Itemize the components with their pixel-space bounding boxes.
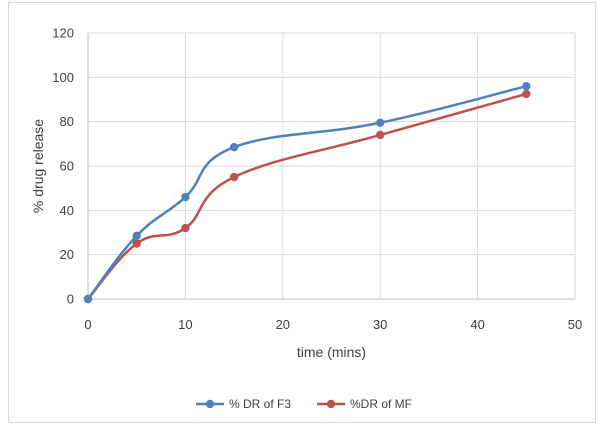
legend-item-mf: %DR of MF xyxy=(317,397,412,411)
data-point-f3 xyxy=(376,118,385,127)
series-line-mf xyxy=(86,92,528,301)
x-axis-title: time (mins) xyxy=(297,344,366,360)
data-point-f3 xyxy=(522,82,531,91)
data-point-mf xyxy=(522,89,531,99)
y-axis-title: % drug release xyxy=(30,119,46,213)
legend-label-mf: %DR of MF xyxy=(350,397,412,411)
y-tick-label: 40 xyxy=(60,203,74,218)
legend-label-f3: % DR of F3 xyxy=(229,397,291,411)
x-tick-label: 30 xyxy=(373,317,387,332)
y-tick-label: 20 xyxy=(60,247,74,262)
chart-frame xyxy=(8,2,596,423)
data-point-mf xyxy=(376,130,385,140)
y-tick-label: 80 xyxy=(60,114,74,129)
x-tick-label: 40 xyxy=(470,317,484,332)
tick-labels: 0 20 40 60 80 100 120 0 10 20 30 40 50 xyxy=(52,26,582,333)
x-tick-label: 10 xyxy=(178,317,192,332)
x-tick-label: 0 xyxy=(84,317,91,332)
x-tick-label: 20 xyxy=(276,317,290,332)
y-tick-label: 60 xyxy=(60,159,74,174)
legend: % DR of F3 %DR of MF xyxy=(196,397,412,411)
data-point-f3 xyxy=(83,294,93,304)
gridlines xyxy=(87,32,576,300)
legend-item-f3: % DR of F3 xyxy=(196,397,291,411)
y-tick-label: 100 xyxy=(52,70,74,85)
data-point-f3 xyxy=(229,142,239,152)
data-point-f3 xyxy=(181,192,190,202)
series-lines xyxy=(83,82,531,304)
legend-marker-f3 xyxy=(205,399,215,409)
data-point-f3 xyxy=(132,231,141,241)
data-point-mf xyxy=(181,223,190,233)
data-point-mf xyxy=(132,239,141,248)
data-point-mf xyxy=(229,172,239,182)
y-tick-label: 0 xyxy=(67,292,74,307)
legend-marker-mf xyxy=(326,399,336,409)
series-line-f3 xyxy=(86,84,528,301)
x-tick-label: 50 xyxy=(568,317,582,332)
y-tick-label: 120 xyxy=(52,26,74,41)
